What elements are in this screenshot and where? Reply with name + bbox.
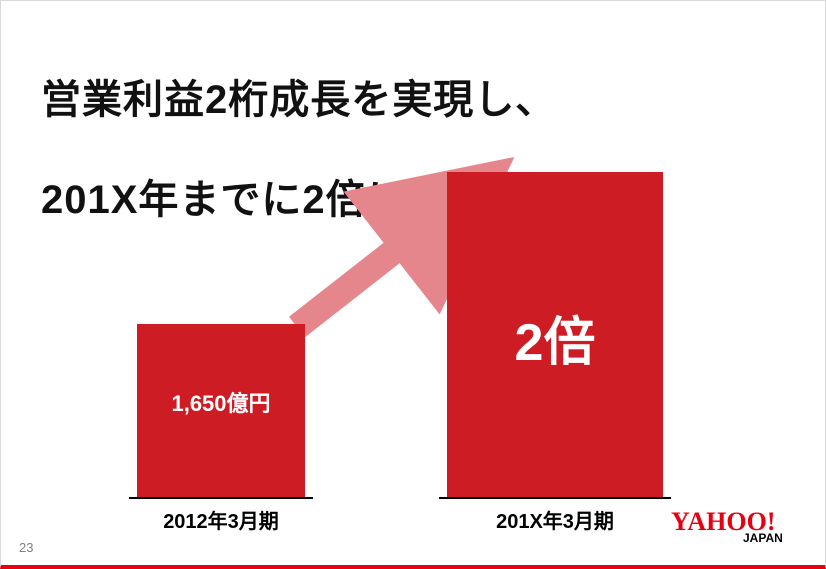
bar-fy201x-value: 2倍 <box>447 300 663 375</box>
logo-subtext: JAPAN <box>743 531 783 545</box>
page-number: 23 <box>19 540 33 555</box>
growth-arrow-icon <box>1 1 826 569</box>
bar-fy2012: 1,650億円 <box>137 324 305 497</box>
yahoo-japan-logo: YAHOO! JAPAN <box>671 506 803 551</box>
baseline-1 <box>129 497 313 499</box>
x-label-fy201x: 201X年3月期 <box>447 505 663 534</box>
bar-fy201x: 2倍 <box>447 172 663 497</box>
logo-icon: YAHOO! JAPAN <box>671 506 803 546</box>
baseline-2 <box>439 497 671 499</box>
slide: 営業利益2桁成長を実現し、 201X年までに2倍に 1,650億円 2012年3… <box>0 0 826 569</box>
profit-chart: 1,650億円 2012年3月期 2倍 201X年3月期 <box>1 1 825 565</box>
x-label-fy2012: 2012年3月期 <box>137 505 305 534</box>
bar-fy2012-value: 1,650億円 <box>137 386 305 418</box>
